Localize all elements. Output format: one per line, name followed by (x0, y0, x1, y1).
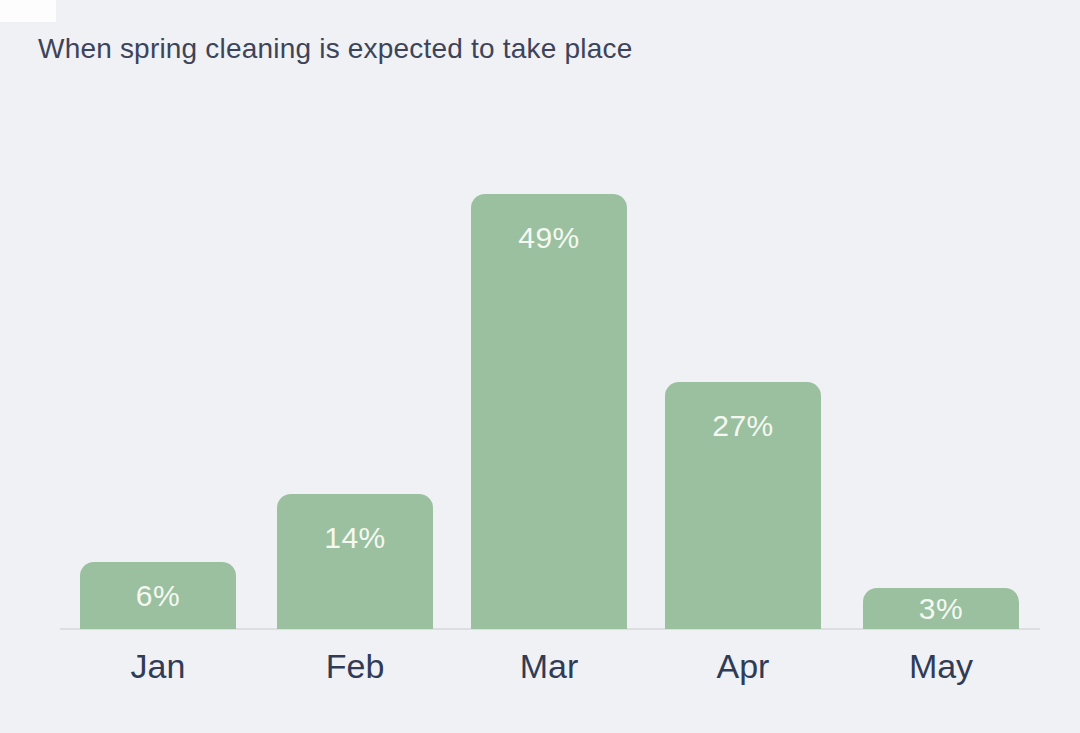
x-tick-label-jan: Jan (80, 646, 236, 686)
x-tick-label-apr: Apr (665, 646, 821, 686)
bar-value-label: 3% (863, 593, 1019, 625)
plot-area: 6% Jan 14% Feb 49% Mar 27% Apr 3% May (0, 0, 1080, 733)
x-tick-label-feb: Feb (277, 646, 433, 686)
bar-value-label: 6% (80, 580, 236, 612)
bar-value-label: 27% (665, 410, 821, 442)
bar-jan: 6% (80, 562, 236, 629)
bar-apr: 27% (665, 382, 821, 629)
x-tick-label-may: May (863, 646, 1019, 686)
bar-feb: 14% (277, 494, 433, 629)
bar-value-label: 49% (471, 222, 627, 254)
bar-mar: 49% (471, 194, 627, 629)
bar-may: 3% (863, 588, 1019, 629)
bar-value-label: 14% (277, 522, 433, 554)
x-tick-label-mar: Mar (471, 646, 627, 686)
chart-canvas: When spring cleaning is expected to take… (0, 0, 1080, 733)
